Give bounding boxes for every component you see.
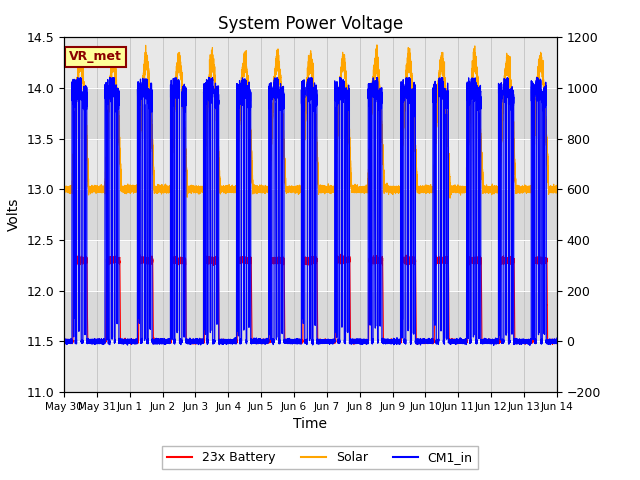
Legend: 23x Battery, Solar, CM1_in: 23x Battery, Solar, CM1_in (163, 446, 477, 469)
Solar (446, 195, 454, 201)
Solar (431, 171, 438, 177)
Text: VR_met: VR_met (69, 50, 122, 63)
CM1_in (74, 75, 81, 81)
Bar (64, 88, 557, 139)
23x Battery (86, 339, 93, 345)
Solar (60, 188, 68, 194)
Bar (64, 291, 557, 341)
23x Battery (337, 252, 345, 257)
Solar (373, 42, 381, 48)
Solar (444, 131, 452, 137)
23x Battery (431, 320, 438, 326)
CM1_in (463, 91, 470, 96)
Y-axis label: Volts: Volts (7, 198, 21, 231)
Line: Solar: Solar (64, 45, 557, 198)
CM1_in (444, 94, 452, 99)
CM1_in (375, 97, 383, 103)
CM1_in (86, 338, 93, 344)
23x Battery (463, 338, 470, 344)
CM1_in (553, 335, 561, 341)
CM1_in (456, 340, 464, 346)
Solar (553, 189, 561, 194)
Line: 23x Battery: 23x Battery (64, 254, 557, 344)
Title: System Power Voltage: System Power Voltage (218, 15, 403, 33)
23x Battery (444, 255, 452, 261)
Solar (463, 178, 470, 183)
Solar (375, 71, 383, 76)
CM1_in (60, 336, 68, 342)
23x Battery (350, 341, 358, 347)
X-axis label: Time: Time (293, 418, 328, 432)
Line: CM1_in: CM1_in (64, 78, 557, 345)
23x Battery (375, 260, 383, 265)
Solar (86, 185, 93, 191)
Bar (64, 190, 557, 240)
23x Battery (60, 338, 68, 344)
Solar (456, 186, 464, 192)
23x Battery (456, 338, 464, 344)
23x Battery (553, 338, 561, 344)
CM1_in (526, 342, 534, 348)
CM1_in (431, 134, 438, 140)
